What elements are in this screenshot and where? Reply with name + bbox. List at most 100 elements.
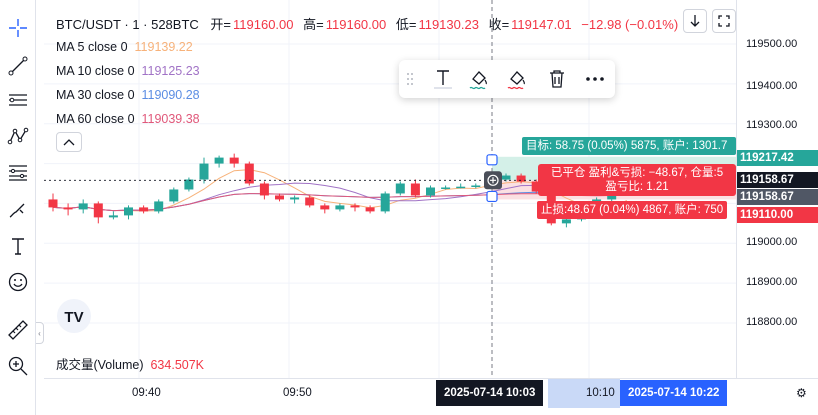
cursor-time-tag: 2025-07-14 10:03	[436, 380, 544, 406]
entry-price-tag: 119158.67	[737, 189, 818, 205]
candle-body	[78, 203, 88, 210]
stop-label: 止损:48.67 (0.04%) 4867, 账户: 750	[537, 201, 728, 219]
volume-label: 成交量(Volume)	[56, 358, 144, 372]
emoji-icon[interactable]	[4, 268, 32, 296]
price-axis[interactable]	[736, 0, 818, 378]
chevron-left-icon: ‹	[38, 328, 41, 338]
drawing-properties-bar	[399, 60, 615, 98]
text-style-icon[interactable]	[429, 66, 457, 92]
ruler-icon[interactable]	[4, 316, 32, 344]
fullscreen-icon	[718, 15, 730, 27]
candle-body	[395, 183, 405, 194]
trash-icon[interactable]	[543, 66, 571, 92]
candle-body	[320, 205, 330, 210]
drawing-toolbar	[0, 0, 36, 415]
ma5-legend[interactable]: MA 5 close 0 119139.22	[56, 40, 193, 54]
parallel-lines-icon[interactable]	[4, 86, 32, 114]
candle-body	[471, 185, 481, 187]
candle-body	[184, 179, 194, 190]
candle-body	[199, 163, 209, 180]
text-tool-icon[interactable]	[4, 232, 32, 260]
symbol-legend: BTC/USDT · 1 · 528BTC 开= 119160.00 高= 1191…	[56, 14, 680, 33]
volume-legend[interactable]: 成交量(Volume) 634.507K	[56, 354, 204, 373]
crosshair-icon[interactable]	[4, 14, 32, 42]
candle-body	[108, 215, 118, 218]
ma60-line	[52, 193, 627, 212]
closed-pnl-label: 已平仓 盈利&亏损: −48.67, 仓量:5	[550, 167, 724, 179]
brush-icon[interactable]	[4, 196, 32, 224]
target-handle	[486, 154, 498, 166]
toolbar-collapse-tab[interactable]: ‹	[36, 322, 44, 344]
high-label: 高=	[303, 17, 324, 32]
trend-line-icon[interactable]	[4, 52, 32, 80]
close-value: 119147.01	[511, 17, 572, 32]
candle-body	[275, 195, 284, 200]
candle-body	[48, 199, 58, 208]
high-value: 119160.00	[325, 17, 387, 32]
arrow-down-icon	[690, 15, 700, 27]
fullscreen-button[interactable]	[712, 9, 736, 33]
close-label: 收=	[488, 17, 510, 32]
ma10-legend[interactable]: MA 10 close 0 119125.23	[56, 64, 200, 78]
fib-retracement-icon[interactable]	[4, 158, 32, 186]
ma5-value: 119139.22	[134, 40, 193, 54]
tradingview-logo: TV	[57, 299, 91, 333]
candle-body	[290, 197, 300, 200]
candle-body	[139, 207, 149, 212]
candle-body	[214, 157, 224, 164]
candle-body	[169, 189, 179, 202]
candle-body	[154, 201, 164, 212]
pattern-icon[interactable]	[4, 122, 32, 150]
plus-icon	[490, 177, 496, 184]
target-price-tag: 119217.42	[737, 150, 818, 166]
selected-time-tag: 2025-07-14 10:22	[620, 380, 728, 406]
ma10-value: 119125.23	[141, 64, 200, 78]
candle-body	[335, 205, 345, 210]
current-price-tag: 119158.67	[737, 172, 818, 188]
price-tick: 118800.00	[746, 316, 798, 328]
price-tick: 119300.00	[746, 119, 798, 131]
symbol-title: BTC/USDT · 1 · 528BTC	[56, 17, 199, 32]
more-options-icon[interactable]	[581, 66, 609, 92]
zoom-in-icon[interactable]	[4, 352, 32, 380]
target-label: 目标: 58.75 (0.05%) 5875, 账户: 1301.7	[522, 137, 736, 155]
ma5-line	[52, 169, 628, 212]
candle-body	[259, 183, 269, 196]
scroll-down-button[interactable]	[683, 9, 707, 33]
candle-body	[441, 187, 451, 189]
candle-body	[63, 207, 73, 210]
fill-red-icon[interactable]	[503, 66, 531, 92]
open-value: 119160.00	[233, 17, 294, 32]
drag-handle-icon[interactable]	[403, 66, 417, 92]
time-tick: 09:50	[283, 387, 312, 399]
time-selection-highlight	[548, 379, 620, 408]
closed-position-box: 已平仓 盈利&亏损: −48.67, 仓量:5 盈亏比: 1.21	[538, 164, 736, 196]
candle-body	[410, 183, 420, 196]
candle-body	[365, 207, 375, 212]
candle-body	[350, 205, 360, 208]
candle-body	[229, 157, 239, 164]
candle-body	[531, 181, 541, 192]
candle-body	[501, 175, 511, 180]
ma60-legend[interactable]: MA 60 close 0 119039.38	[56, 112, 200, 126]
price-tick: 118900.00	[746, 276, 798, 288]
ma30-legend[interactable]: MA 30 close 0 119090.28	[56, 88, 200, 102]
legend-collapse-button[interactable]	[56, 132, 82, 152]
price-tick: 119400.00	[746, 80, 798, 92]
risk-reward-label: 盈亏比: 1.21	[605, 181, 669, 193]
chevron-up-icon	[63, 139, 75, 146]
settings-gear-icon[interactable]: ⚙	[796, 386, 807, 400]
candle-body	[456, 186, 466, 189]
candle-body	[305, 197, 315, 206]
candle-body	[124, 207, 133, 216]
candle-body	[426, 187, 435, 196]
ma30-value: 119090.28	[141, 88, 200, 102]
candle-body	[93, 203, 103, 218]
low-label: 低=	[395, 17, 417, 32]
candle-body	[561, 219, 571, 224]
plus-icon	[487, 174, 499, 186]
price-tick: 119500.00	[746, 38, 798, 50]
change-value: −12.98 (−0.01%)	[581, 17, 679, 32]
fill-green-icon[interactable]	[465, 66, 493, 92]
time-tick: 09:40	[132, 387, 161, 399]
